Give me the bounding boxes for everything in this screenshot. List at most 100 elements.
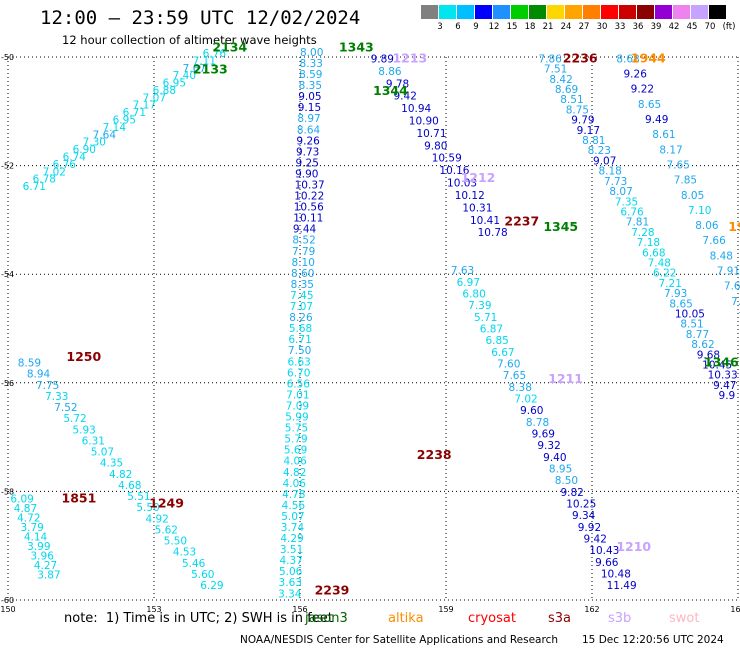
track-c-value: 10.16: [439, 165, 469, 177]
track-b-value: 8.97: [297, 113, 320, 125]
track-d-value: 7.21: [659, 278, 682, 290]
track-d-value: 8.51: [680, 319, 703, 331]
track-a-value: 6.71: [23, 181, 46, 193]
scale-swatch: [709, 5, 726, 19]
track-d-value: 6.22: [653, 268, 676, 280]
track-f-value: 9.82: [560, 487, 583, 499]
track-b-value: 10.11: [293, 213, 323, 225]
track-d-value: 8.77: [686, 329, 709, 341]
timestamp-text: 15 Dec 12:20:56 UTC 2024: [582, 634, 724, 646]
track-f-value: 8.95: [549, 463, 572, 475]
track-g-value: 5.07: [91, 447, 114, 459]
legend-item-s3b: s3b: [608, 611, 632, 626]
track-e-value: 8.68: [616, 53, 639, 65]
track-f-value: 7.02: [514, 394, 537, 406]
track-d-value: 10.45: [702, 359, 732, 371]
track-g-value: 5.60: [191, 569, 214, 581]
track-f-value: 10.43: [589, 545, 619, 557]
track-f-value: 8.38: [509, 382, 532, 394]
pass-label-jason3: 2133: [193, 61, 228, 76]
track-b-value: 4.78: [282, 489, 305, 501]
scale-level-label: 30: [596, 22, 608, 32]
legend-item-cryosat: cryosat: [468, 611, 516, 626]
track-d-value: 8.23: [588, 145, 611, 157]
track-b-value: 5.07: [281, 511, 304, 523]
track-d-value: 8.62: [691, 339, 714, 351]
track-a-value: 7.30: [83, 137, 106, 149]
track-f-value: 9.40: [543, 452, 566, 464]
track-a-value: 6.90: [73, 144, 96, 156]
scale-level-label: 70: [704, 22, 716, 32]
scale-level-label: 3: [437, 22, 443, 32]
track-a-value: 6.71: [123, 107, 146, 119]
x-tick-label: 165: [730, 605, 740, 614]
track-e-value: 9.26: [624, 69, 648, 81]
track-c-value: 10.03: [447, 178, 477, 190]
track-b-value: 7.79: [292, 246, 315, 258]
footer-note: note: 1) Time is in UTC; 2) SWH is in fe…: [64, 611, 333, 626]
y-tick-label: -56: [1, 379, 14, 388]
track-g-value: 6.31: [82, 435, 105, 447]
track-b-value: 4.56: [282, 500, 306, 512]
x-tick-label: 156: [292, 605, 307, 614]
y-tick-label: -60: [1, 596, 14, 605]
track-e-value: 7.91: [717, 265, 740, 277]
track-b-value: 7.07: [290, 301, 313, 313]
track-e-value: 7.10: [688, 205, 711, 217]
scale-swatch: [475, 5, 492, 19]
scale-level-label: 15: [506, 22, 518, 32]
y-tick-label: -58: [1, 487, 14, 496]
track-d-value: 8.51: [560, 94, 583, 106]
track-e-value: 7.94: [738, 311, 740, 323]
track-f-value: 9.60: [520, 405, 543, 417]
track-h-value: 4.14: [24, 531, 48, 543]
track-a-value: 7.11: [193, 55, 216, 67]
track-a-value: 7.64: [93, 129, 117, 141]
track-f-value: 6.97: [457, 277, 480, 289]
track-b-value: 8.26: [289, 312, 313, 324]
track-f-value: 5.71: [474, 312, 497, 324]
track-d-value: 10.33: [708, 370, 738, 382]
track-b-value: 8.64: [297, 124, 321, 136]
scale-level-label: 12: [488, 22, 500, 32]
track-b-value: 4.06: [283, 456, 307, 468]
track-b-value: 8.33: [300, 58, 323, 70]
track-a-value: 6.76: [203, 48, 227, 60]
scale-swatch: [565, 5, 582, 19]
scale-swatch: [583, 5, 600, 19]
scale-level-label: 21: [542, 22, 554, 32]
track-c-value: 10.31: [462, 202, 492, 214]
track-g-value: 5.50: [164, 536, 187, 548]
track-d-value: 7.28: [631, 227, 654, 239]
legend-item-jason3: jason3: [305, 611, 348, 626]
pass-label-jason3: 1345: [543, 219, 578, 234]
scale-level-label: 24: [560, 22, 572, 32]
pass-label-s3a: 2238: [417, 447, 452, 462]
track-e-value: 7.98: [731, 296, 740, 308]
track-f-value: 6.67: [491, 347, 514, 359]
track-b-value: 9.15: [298, 102, 321, 114]
track-e-value: 8.48: [710, 250, 733, 262]
track-a-value: 6.95: [113, 115, 136, 127]
track-b-value: 8.59: [299, 69, 322, 81]
track-a-value: 6.74: [63, 151, 87, 163]
track-f-value: 8.50: [555, 475, 578, 487]
scale-swatch: [655, 5, 672, 19]
pass-label-jason3: 1344: [373, 83, 408, 98]
scale-swatch: [457, 5, 474, 19]
credit-text: NOAA/NESDIS Center for Satellite Applica…: [240, 634, 558, 646]
pass-label-altika: 1944: [631, 50, 666, 65]
scale-level-label: 33: [614, 22, 626, 32]
track-b-value: 6.63: [287, 356, 310, 368]
pass-label-altika: 19: [728, 219, 740, 234]
track-f-value: 11.49: [607, 580, 637, 592]
track-b-value: 9.73: [296, 146, 319, 158]
track-d-value: 8.18: [598, 166, 621, 178]
track-b-value: 5.69: [284, 445, 307, 457]
track-b-value: 5.68: [289, 323, 312, 335]
track-d-value: 9.68: [697, 349, 720, 361]
track-b-value: 7.01: [286, 389, 309, 401]
track-d-value: 7.93: [664, 288, 687, 300]
track-d-value: 8.65: [669, 298, 692, 310]
track-d-value: 9.07: [593, 155, 616, 167]
